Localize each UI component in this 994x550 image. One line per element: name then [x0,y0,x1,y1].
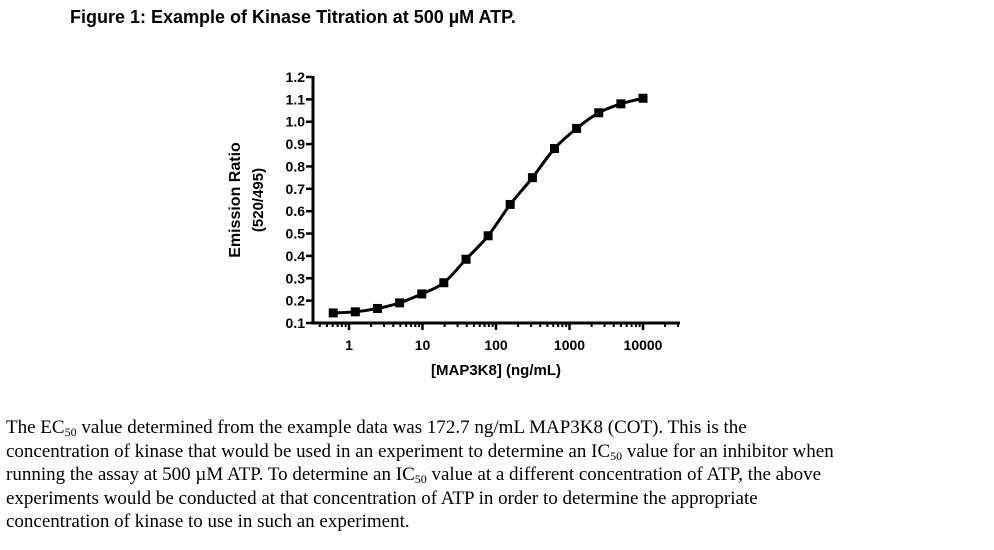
data-point [461,254,471,264]
y-tick-label: 0.1 [286,315,306,331]
paragraph-line-5: concentration of kinase to use in such a… [6,510,994,534]
y-tick-label: 0.9 [286,136,306,152]
figure-title: Figure 1: Example of Kinase Titration at… [70,7,516,27]
paragraph-line-4: experiments would be conducted at that c… [6,487,994,511]
y-axis-label: Emission Ratio [227,142,244,258]
text-run: value for an inhibitor when [622,440,834,462]
data-point [350,307,360,317]
data-point [439,278,449,288]
text-run: running the assay at 500 µM ATP. To dete… [6,464,415,486]
text-run: value determined from the example data w… [76,417,747,438]
x-tick-label: 1 [345,337,353,353]
marks [328,93,648,318]
y-tick-label: 0.5 [286,226,306,242]
chart: 0.1 0.2 0.3 0.4 0.5 0.6 0.7 0.8 0.9 1.0 1.1 1.2 1 10 1… [227,69,680,379]
data-point [638,93,648,103]
y-tick-label: 0.8 [286,158,306,174]
x-tick-label: 10000 [624,337,663,353]
data-point [395,298,405,308]
data-point [594,108,604,118]
description-paragraph: The EC50 value determined from the examp… [6,416,994,534]
text-run: concentration of kinase that would be us… [6,440,611,462]
data-point [372,303,382,313]
y-tick-label: 1.0 [286,114,306,130]
y-tick-label: 0.4 [286,248,306,264]
data-point [328,308,338,318]
text-run: experiments would be conducted at that c… [6,487,758,509]
subscript: 50 [414,472,427,487]
axes: 0.1 0.2 0.3 0.4 0.5 0.6 0.7 0.8 0.9 1.0 1.1 1.2 1 10 1… [227,69,680,379]
x-tick-label: 100 [484,337,508,353]
data-point [549,144,559,154]
data-point [417,289,427,299]
subscript: 50 [610,448,623,463]
x-tick-label: 10 [415,337,431,353]
y-tick-label: 0.3 [286,270,306,286]
fit-curve [333,96,644,315]
subscript: 50 [64,425,77,439]
data-point [527,173,537,183]
data-point [572,123,582,133]
paragraph-line-3: running the assay at 500 µM ATP. To dete… [6,463,994,487]
y-tick-label: 0.6 [286,203,306,219]
data-point [616,99,626,109]
y-tick-label: 0.2 [286,293,306,309]
text-run: concentration of kinase to use in such a… [6,511,410,533]
data-point [483,231,493,241]
paragraph-line-1: The EC50 value determined from the examp… [6,416,994,440]
y-tick-label: 1.2 [286,69,306,85]
paragraph-line-2: concentration of kinase that would be us… [6,440,994,464]
text-run: value at a different concentration of AT… [426,464,822,486]
x-tick-label: 1000 [554,337,585,353]
text-run: The EC [6,417,65,438]
y-tick-label: 0.7 [286,181,306,197]
y-tick-label: 1.1 [286,91,306,107]
y-axis-label-units: (520/495) [250,168,267,232]
x-axis-label: [MAP3K8] (ng/mL) [431,362,561,379]
data-point [505,199,515,209]
